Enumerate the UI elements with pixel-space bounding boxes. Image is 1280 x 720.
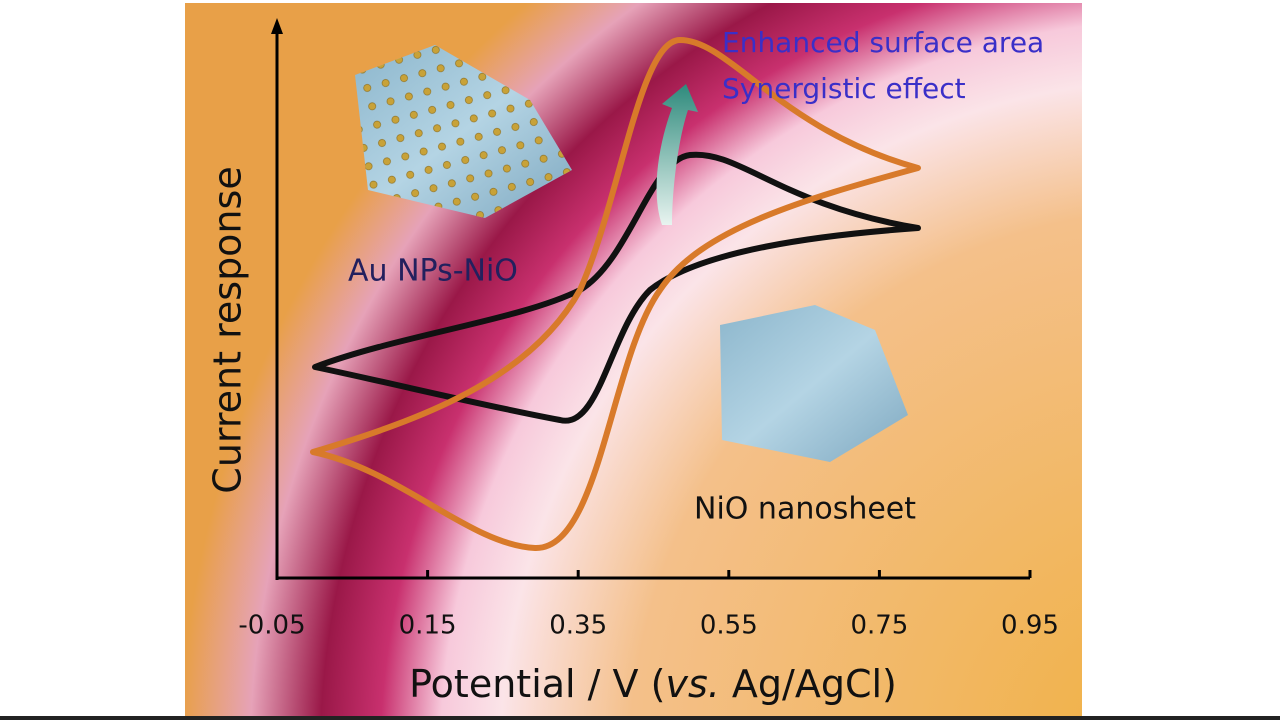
annotation: Enhanced surface area (722, 26, 1044, 59)
x-tick-label: 0.55 (700, 611, 758, 641)
annotation: Synergistic effect (722, 72, 966, 105)
annotation: NiO nanosheet (694, 492, 916, 527)
y-axis-arrow (271, 18, 283, 34)
curve-au-nio (310, 37, 921, 552)
nio-sheet (720, 305, 908, 462)
x-axis-label-part: Ag/AgCl) (720, 662, 897, 706)
x-tick-label: -0.05 (238, 611, 305, 641)
y-axis-label: Current response (206, 166, 250, 493)
x-tick-label: 0.95 (1001, 611, 1059, 641)
x-tick-label: 0.75 (850, 611, 908, 641)
au-nio-sheet (355, 45, 572, 218)
x-axis-label-part: Potential / V ( (409, 662, 665, 706)
x-axis-label: Potential / V (vs. Ag/AgCl) (409, 662, 897, 706)
x-ticks: -0.05 0.15 0.35 0.55 0.75 0.95 (238, 570, 1059, 641)
arrow (656, 84, 698, 225)
x-tick-label: 0.15 (399, 611, 457, 641)
x-tick-label: 0.35 (549, 611, 607, 641)
annotation: Au NPs-NiO (348, 254, 518, 289)
background (185, 3, 1082, 716)
bottom-bar (0, 716, 1280, 720)
x-axis-label-part: vs. (665, 662, 719, 706)
